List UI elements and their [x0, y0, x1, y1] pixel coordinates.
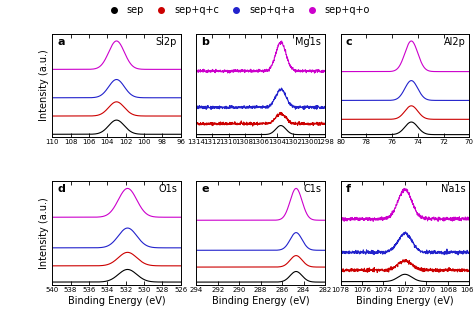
Text: b: b [201, 37, 210, 47]
X-axis label: Binding Energy (eV): Binding Energy (eV) [212, 295, 310, 306]
Text: Si2p: Si2p [155, 37, 177, 47]
Text: c: c [346, 37, 352, 47]
Y-axis label: Intensity (a.u.): Intensity (a.u.) [39, 50, 49, 121]
Text: e: e [201, 184, 209, 194]
Text: C1s: C1s [303, 184, 321, 194]
X-axis label: Binding Energy (eV): Binding Energy (eV) [356, 295, 454, 306]
X-axis label: Binding Energy (eV): Binding Energy (eV) [68, 295, 165, 306]
Legend: sep, sep+q+c, sep+q+a, sep+q+o: sep, sep+q+c, sep+q+a, sep+q+o [100, 2, 374, 19]
Text: Al2p: Al2p [444, 37, 465, 47]
Text: Na1s: Na1s [441, 184, 465, 194]
Text: d: d [57, 184, 65, 194]
Text: Mg1s: Mg1s [295, 37, 321, 47]
Y-axis label: Intensity (a.u.): Intensity (a.u.) [39, 197, 49, 269]
Text: f: f [346, 184, 351, 194]
Text: a: a [57, 37, 65, 47]
Text: O1s: O1s [158, 184, 177, 194]
